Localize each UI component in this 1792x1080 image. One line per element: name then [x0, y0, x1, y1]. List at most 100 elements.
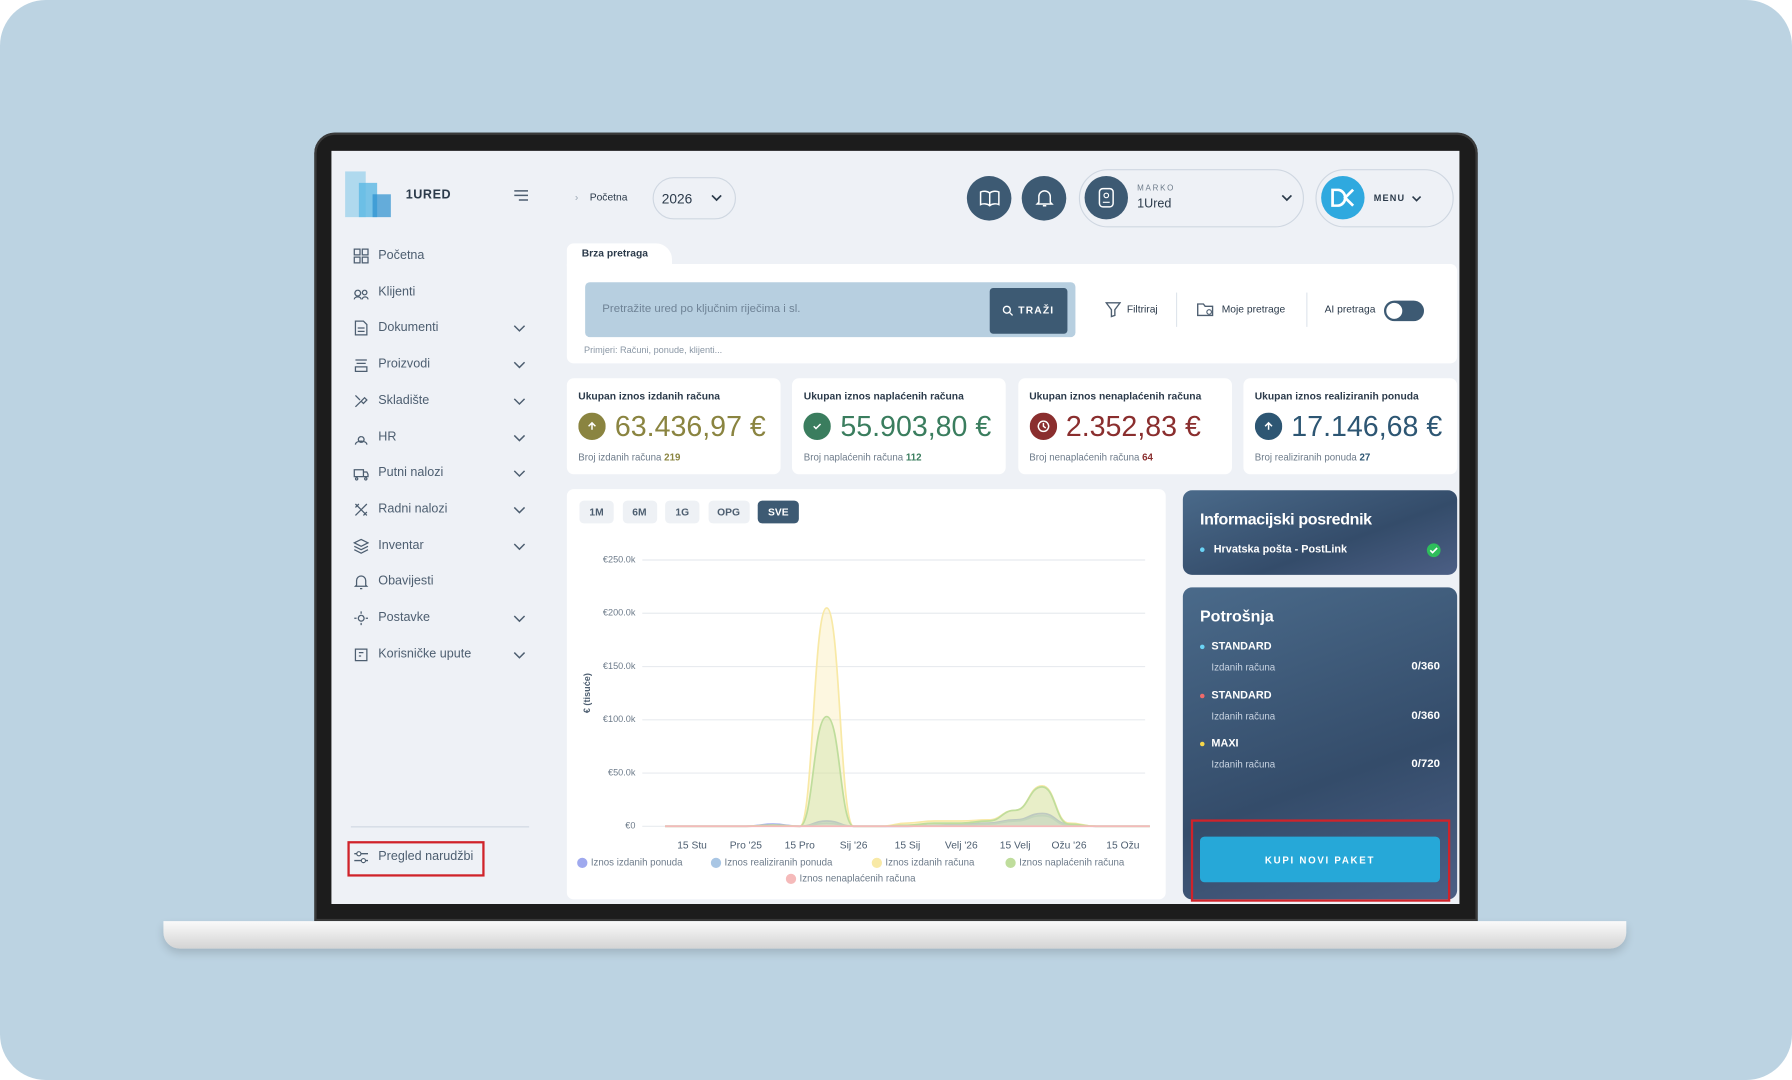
legend-swatch — [710, 857, 722, 868]
icon-path — [353, 575, 369, 590]
year-select[interactable] — [652, 177, 736, 220]
nav-icon — [354, 320, 368, 336]
legend-label: Iznos naplaćenih računa — [1019, 857, 1125, 868]
orders-link[interactable]: Pregled narudžbi — [378, 849, 474, 864]
legend-swatch — [785, 873, 797, 884]
breadcrumb-sep: › — [574, 191, 579, 203]
stat-value: 2.352,83 € — [1065, 410, 1201, 443]
y-tick-label: €250.0k — [603, 554, 636, 564]
icon-glyph — [813, 423, 822, 430]
menu-label: MENU — [1373, 193, 1406, 204]
nav-item[interactable]: Klijenti — [378, 284, 416, 299]
chevron — [711, 194, 722, 202]
range-button[interactable]: OPG — [707, 500, 750, 524]
icon-path — [353, 248, 369, 264]
user-name: 1Ured — [1137, 197, 1172, 211]
stat-title: Ukupan iznos realiziranih ponuda — [1254, 390, 1419, 402]
icon-path — [354, 359, 368, 373]
range-button[interactable]: 6M — [622, 500, 657, 524]
stat-icon — [578, 412, 606, 440]
range-button[interactable]: 1G — [665, 500, 700, 524]
laptop-base — [163, 921, 1627, 949]
filter-icon — [1105, 302, 1122, 318]
search-button[interactable] — [989, 287, 1068, 334]
nav-item[interactable]: Radni nalozi — [378, 502, 448, 516]
nav-item[interactable]: Početna — [378, 248, 425, 263]
stat-value: 17.146,68 € — [1291, 410, 1443, 443]
stat-footer: Broj realiziranih ponuda 27 — [1255, 452, 1371, 462]
range-button[interactable]: 1M — [579, 500, 614, 524]
stat-caption: Broj nenaplaćenih računa — [1029, 451, 1140, 463]
search-tab[interactable] — [566, 243, 672, 267]
range-button[interactable]: SVE — [757, 500, 799, 524]
plan-usage: 0/720 — [1411, 758, 1440, 771]
search-button-label: TRAŽI — [1018, 304, 1055, 316]
nav-item[interactable]: Skladište — [378, 393, 430, 408]
legend-swatch — [871, 857, 882, 868]
company-logo — [1321, 175, 1365, 220]
filter-button[interactable]: Filtriraj — [1126, 303, 1158, 315]
stat-card: Ukupan iznos naplaćenih računa 55.903,80 … — [792, 378, 1007, 475]
nav-icon — [353, 289, 369, 300]
user-icon — [1098, 187, 1114, 208]
x-tick-label: Pro '25 — [730, 840, 762, 851]
stat-footer: Broj izdanih računa 219 — [578, 452, 680, 462]
nav-icon — [354, 394, 368, 408]
nav-icon — [353, 575, 369, 590]
saved-searches[interactable]: Moje pretrage — [1221, 303, 1286, 315]
year-value: 2026 — [661, 190, 693, 207]
nav-item[interactable]: Dokumenti — [378, 321, 439, 335]
legend-label: Iznos izdanih računa — [885, 857, 975, 868]
orders-icon — [354, 851, 368, 864]
icon-path — [353, 289, 369, 300]
chevron-path — [513, 434, 526, 442]
intermediary-panel — [1182, 490, 1458, 575]
nav-icon — [354, 648, 368, 661]
chart-card: 1M 6M 1G OPG SVE €0 €50.0k €100.0k €150.0k €200.… — [566, 489, 1166, 900]
separator — [1175, 292, 1178, 327]
plan-usage: 0/360 — [1411, 709, 1440, 722]
stat-footer: Broj naplaćenih računa 112 — [804, 452, 922, 462]
user-caption: MARKO — [1137, 184, 1176, 193]
chart: €0 €50.0k €100.0k €150.0k €200.0k €250.0k € (t… — [577, 554, 1150, 884]
chevron-path — [513, 506, 526, 514]
nav-icon — [354, 503, 368, 516]
nav-item[interactable]: Korisničke upute — [378, 647, 472, 661]
divider — [350, 826, 530, 828]
series-area — [665, 716, 1150, 827]
x-tick-label: 15 Pro — [785, 840, 816, 851]
nav-item[interactable]: Inventar — [378, 538, 424, 553]
notifications-button[interactable] — [1021, 175, 1067, 221]
search-hint: Primjeri: Računi, ponude, klijenti... — [583, 345, 723, 356]
book-icon — [979, 190, 1000, 207]
nav-item[interactable]: Proizvodi — [378, 357, 430, 371]
plan-dot — [1199, 742, 1205, 747]
chevron-path — [513, 543, 526, 550]
nav-item[interactable]: Postavke — [378, 610, 430, 625]
buy-button[interactable] — [1199, 836, 1440, 883]
stat-value: 55.903,80 € — [840, 410, 992, 443]
x-tick-label: 15 Velj — [1000, 840, 1031, 851]
nav-item[interactable]: Obavijesti — [378, 574, 434, 589]
nav-item[interactable]: HR — [378, 429, 397, 444]
plan-name: MAXI — [1211, 737, 1239, 751]
stat-caption: Broj naplaćenih računa — [803, 451, 904, 463]
y-tick-label: €100.0k — [603, 714, 636, 724]
highlight-box — [1190, 819, 1451, 902]
icon-path — [354, 648, 368, 661]
series-line — [665, 607, 1150, 828]
sidebar-toggle[interactable] — [513, 190, 529, 201]
chevron-path — [513, 651, 526, 659]
y-tick-label: €150.0k — [603, 661, 636, 671]
icon-glyph — [1264, 421, 1273, 430]
legend-swatch — [577, 857, 588, 868]
stat-title: Ukupan iznos naplaćenih računa — [803, 390, 964, 402]
nav-icon — [354, 359, 368, 373]
search-placeholder: Pretražite ured po ključnim riječima i s… — [602, 302, 801, 316]
nav-item[interactable]: Putni nalozi — [378, 465, 444, 480]
chevron-path — [513, 398, 526, 405]
breadcrumb[interactable]: Početna — [589, 191, 628, 203]
legend-label: Iznos izdanih ponuda — [591, 857, 683, 868]
stat-value: 63.436,97 € — [614, 410, 766, 443]
